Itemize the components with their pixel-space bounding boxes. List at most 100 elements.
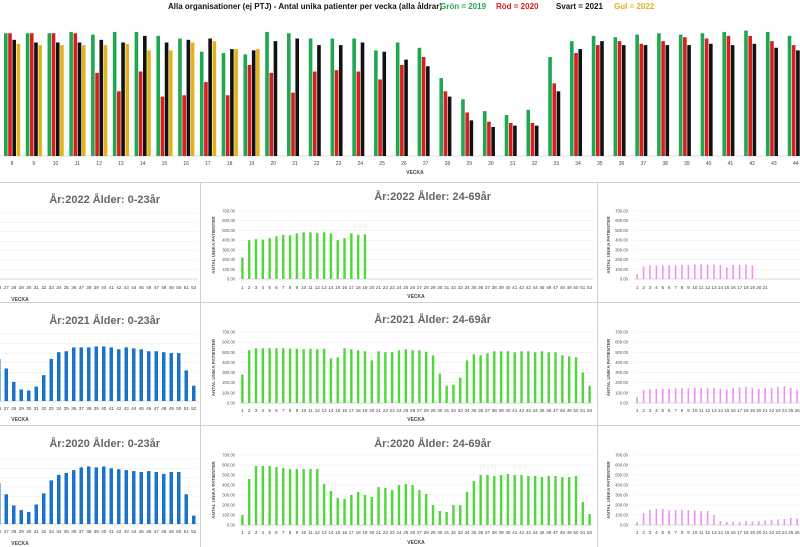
- x-tick-label: 24: [396, 530, 402, 535]
- bar: [764, 387, 766, 403]
- bar: [777, 386, 779, 403]
- y-tick-label: 0.00: [227, 401, 236, 406]
- bar: [655, 509, 658, 525]
- x-tick-label: 27: [4, 406, 10, 411]
- x-tick-label: 5: [268, 530, 271, 535]
- bar: [738, 522, 741, 525]
- x-tick-label: 32: [41, 529, 47, 534]
- x-tick-label: 46: [546, 530, 552, 535]
- bar: [384, 488, 387, 525]
- x-tick-label: 42: [519, 408, 525, 413]
- bar: [329, 358, 333, 403]
- bar: [493, 476, 496, 525]
- x-tick-label: 21: [376, 408, 382, 413]
- x-tick-label: 29: [430, 530, 436, 535]
- x-tick-label: 5: [662, 285, 665, 290]
- x-tick-label: 46: [546, 408, 552, 413]
- bar: [411, 485, 414, 525]
- bar: [486, 475, 489, 525]
- bar: [0, 483, 1, 524]
- x-tick-label: 30: [26, 406, 32, 411]
- x-tick-label: 45: [539, 408, 545, 413]
- bar: [706, 511, 709, 525]
- bar-2022: [103, 45, 108, 156]
- x-tick-label: 39: [94, 406, 100, 411]
- x-tick-label: 22: [383, 530, 389, 535]
- x-tick-label: 49: [169, 529, 175, 534]
- bar: [248, 240, 251, 279]
- bar-2020: [73, 33, 78, 156]
- x-tick-label: 5: [662, 530, 665, 535]
- panel-2020-age-24-69: 0.00 100.00 200.00 300.00 400.00 500.00 600.00…: [201, 427, 597, 547]
- bar: [336, 498, 339, 525]
- bar: [132, 348, 136, 401]
- bar: [796, 518, 798, 525]
- x-tick-label: 4: [655, 408, 658, 413]
- bar-2022: [168, 50, 173, 156]
- bar-2021: [121, 42, 125, 157]
- x-tick-label: 11: [308, 530, 313, 535]
- x-tick-label: 45: [539, 285, 545, 290]
- y-tick-label: 200.00: [615, 503, 628, 508]
- x-tick-label: 12: [705, 530, 711, 535]
- x-tick-label: 35: [471, 285, 477, 290]
- x-tick-label: 44: [533, 285, 539, 290]
- x-tick-label: 41: [109, 285, 115, 290]
- x-tick-label: 17: [737, 285, 743, 290]
- x-tick-label: 15: [335, 408, 341, 413]
- x-tick-label: 44: [793, 161, 799, 167]
- x-tick-label: 45: [139, 529, 145, 534]
- x-axis-label: VECKA: [11, 541, 29, 547]
- bar-2019: [461, 99, 465, 156]
- x-tick-label: 17: [349, 285, 355, 290]
- x-tick-label: 24: [358, 161, 364, 167]
- bar-2021: [687, 45, 691, 156]
- bar: [770, 387, 773, 403]
- x-tick-label: 28: [445, 161, 451, 167]
- bar: [687, 264, 690, 279]
- bar: [316, 232, 319, 279]
- x-tick-label: 20: [369, 408, 375, 413]
- bar: [19, 389, 23, 401]
- bar: [540, 477, 544, 525]
- bar-2020: [639, 43, 644, 156]
- x-tick-label: 38: [492, 285, 498, 290]
- bar: [302, 232, 305, 279]
- x-tick-label: 42: [116, 406, 122, 411]
- bar-2021: [295, 38, 300, 156]
- bar-2019: [4, 33, 8, 156]
- x-tick-label: 3: [255, 530, 258, 535]
- bar: [275, 348, 278, 403]
- bar: [132, 471, 136, 524]
- x-tick-label: 22: [769, 408, 775, 413]
- bar-2021: [730, 45, 735, 156]
- y-tick-label: 700.00: [615, 209, 628, 214]
- panel-title: År:2021 Ålder: 0-23år: [49, 314, 160, 327]
- bar: [520, 475, 523, 525]
- x-tick-label: 18: [743, 408, 749, 413]
- bar: [336, 357, 339, 403]
- y-tick-label: 700.00: [615, 453, 628, 458]
- x-tick-label: 19: [362, 285, 368, 290]
- bar: [404, 484, 407, 525]
- x-tick-label: 15: [724, 285, 730, 290]
- x-tick-label: 10: [53, 161, 59, 167]
- x-axis-label: VECKA: [407, 294, 425, 300]
- x-tick-label: 51: [580, 530, 586, 535]
- y-tick-label: 600.00: [615, 340, 628, 345]
- panel-2020-age-70: 0.00 100.00 200.00 300.00 400.00 500.00 600.00…: [598, 427, 800, 547]
- bar: [370, 497, 373, 525]
- y-tick-label: 500.00: [615, 228, 628, 233]
- bar-2019: [395, 42, 400, 157]
- x-tick-label: 16: [342, 285, 348, 290]
- x-tick-label: 24: [782, 530, 788, 535]
- bar: [282, 348, 285, 403]
- x-tick-label: 21: [763, 285, 769, 290]
- bar: [588, 514, 591, 525]
- bar-2022: [234, 49, 238, 156]
- bar-2020: [400, 64, 404, 156]
- x-tick-label: 36: [478, 530, 484, 535]
- bar: [681, 388, 683, 403]
- x-tick-label: 7: [282, 285, 285, 290]
- panel-2021-age-24-69: 0.00 100.00 200.00 300.00 400.00 500.00 600.00…: [201, 304, 597, 422]
